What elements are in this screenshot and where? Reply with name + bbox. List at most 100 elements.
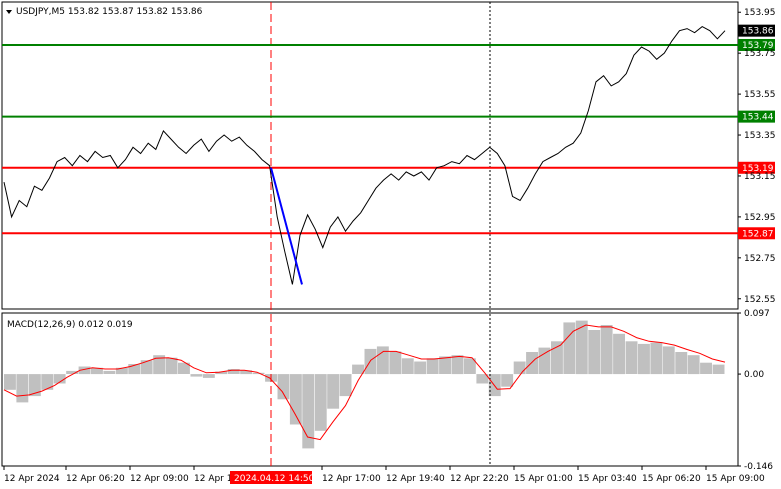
macd-histogram-bar xyxy=(687,355,700,375)
time-axis-label: 12 Apr 19:40 xyxy=(386,474,445,484)
level-badge xyxy=(738,227,775,240)
macd-histogram-bar xyxy=(551,341,563,374)
level-badge-label: 153.19 xyxy=(742,164,774,174)
macd-panel-frame xyxy=(1,312,739,467)
macd-histogram-bar xyxy=(178,362,190,374)
macd-histogram-bar xyxy=(165,357,178,375)
macd-histogram-bar xyxy=(613,333,625,375)
price-axis-label: 153.95 xyxy=(744,8,776,18)
level-badge xyxy=(738,110,775,123)
price-axis-label: 153.75 xyxy=(744,49,776,59)
dropdown-arrow-icon[interactable] xyxy=(6,10,12,14)
macd-histogram-bar xyxy=(66,370,79,374)
macd-histogram-bar xyxy=(513,361,526,375)
price-axis-label: 153.35 xyxy=(744,131,776,141)
macd-histogram-bar xyxy=(190,374,203,377)
macd-signal-line xyxy=(3,324,726,441)
macd-histogram-bar xyxy=(327,374,340,409)
price-axis-label: 153.55 xyxy=(744,90,776,100)
macd-signal-path xyxy=(3,324,726,441)
macd-histogram-bar xyxy=(439,356,451,374)
macd-histogram-bar xyxy=(700,362,712,374)
macd-histogram-bar xyxy=(463,358,476,374)
current-price-badge xyxy=(738,24,775,37)
macd-histogram-bar xyxy=(538,347,551,374)
macd-axis-label: -0.146 xyxy=(744,462,773,472)
time-axis-label: 15 Apr 09:00 xyxy=(706,474,765,484)
macd-histogram-bar xyxy=(426,358,439,374)
macd-histogram-bar xyxy=(638,343,650,375)
macd-header: MACD(12,26,9) 0.012 0.019 xyxy=(7,320,133,330)
macd-y-axis: 0.097 0.00 -0.146 xyxy=(738,309,773,472)
time-axis-label: 15 Apr 03:40 xyxy=(578,474,637,484)
price-axis-label: 153.15 xyxy=(744,172,776,182)
macd-histogram-bar xyxy=(376,346,389,375)
macd-histogram-bar xyxy=(314,374,327,431)
macd-histogram-bar xyxy=(650,342,663,375)
time-axis-label: 15 Apr 01:00 xyxy=(514,474,573,484)
time-axis-label: 15 Apr 06:20 xyxy=(642,474,701,484)
macd-histogram-bar xyxy=(501,374,514,387)
macd-histogram-bar xyxy=(53,374,66,384)
macd-histogram-bar xyxy=(153,355,166,375)
macd-histogram xyxy=(4,320,725,449)
macd-histogram-bar xyxy=(526,352,538,374)
macd-axis-label: 0.097 xyxy=(744,309,770,319)
price-line xyxy=(3,26,726,285)
macd-histogram-bar xyxy=(352,364,364,374)
time-x-axis: 12 Apr 2024 12 Apr 06:20 12 Apr 09:00 12 Ap… xyxy=(3,466,765,484)
macd-histogram-bar xyxy=(28,374,41,397)
macd-histogram-bar xyxy=(128,364,141,375)
level-badge xyxy=(738,38,775,51)
macd-histogram-bar xyxy=(91,367,103,375)
macd-histogram-bar xyxy=(588,330,601,375)
macd-histogram-bar xyxy=(202,374,215,378)
macd-histogram-bar xyxy=(389,351,402,375)
macd-histogram-bar xyxy=(625,341,638,374)
time-axis-label: 12 Apr 22:20 xyxy=(450,474,509,484)
time-axis-label: 12 Apr 2024 xyxy=(4,474,60,484)
macd-histogram-bar xyxy=(476,374,489,384)
time-axis-label: 12 Apr 17:00 xyxy=(322,474,381,484)
macd-histogram-bar xyxy=(575,320,588,375)
macd-histogram-bar xyxy=(115,367,128,375)
macd-histogram-bar xyxy=(675,352,688,374)
level-badge-label: 152.87 xyxy=(742,229,774,239)
macd-histogram-bar xyxy=(600,325,613,375)
macd-axis-label: 0.00 xyxy=(744,370,764,380)
macd-histogram-bar xyxy=(78,366,91,375)
level-badge-label: 153.44 xyxy=(742,113,774,123)
macd-histogram-bar xyxy=(103,370,116,374)
macd-histogram-bar xyxy=(712,364,725,374)
level-badge xyxy=(738,161,775,174)
price-levels: 153.79 153.44 153.19 152.87 xyxy=(2,38,775,240)
crosshair-time-badge xyxy=(230,471,312,484)
trend-segment-line xyxy=(270,167,303,285)
price-series: 153.86 xyxy=(3,24,775,285)
macd-histogram-bar xyxy=(289,374,302,425)
macd-histogram-bar xyxy=(16,374,29,403)
price-axis-label: 152.75 xyxy=(744,254,776,264)
macd-histogram-bar xyxy=(302,374,315,449)
macd-histogram-bar xyxy=(240,370,253,375)
macd-histogram-bar xyxy=(4,374,16,390)
price-panel-header: USDJPY,M5 153.82 153.87 153.82 153.86 xyxy=(6,7,203,17)
macd-histogram-bar xyxy=(662,346,675,375)
time-axis-label: 12 Apr 1 xyxy=(194,474,232,484)
macd-histogram-bar xyxy=(414,361,427,375)
price-axis-label: 152.55 xyxy=(744,295,776,305)
macd-histogram-bar xyxy=(563,322,576,374)
macd-histogram-bar xyxy=(451,355,464,375)
macd-histogram-bar xyxy=(140,360,153,375)
macd-histogram-bar xyxy=(339,374,352,397)
crosshair-time-label: 2024.04.12 14:50 xyxy=(234,474,315,484)
level-badge-label: 153.79 xyxy=(742,41,774,51)
current-price-label: 153.86 xyxy=(742,27,774,37)
macd-histogram-bar xyxy=(277,374,290,400)
price-axis-label: 152.95 xyxy=(744,213,776,223)
price-panel-frame xyxy=(1,1,739,310)
macd-histogram-bar xyxy=(227,369,240,374)
macd-histogram-bar xyxy=(401,358,414,374)
time-axis-label: 12 Apr 09:00 xyxy=(130,474,189,484)
